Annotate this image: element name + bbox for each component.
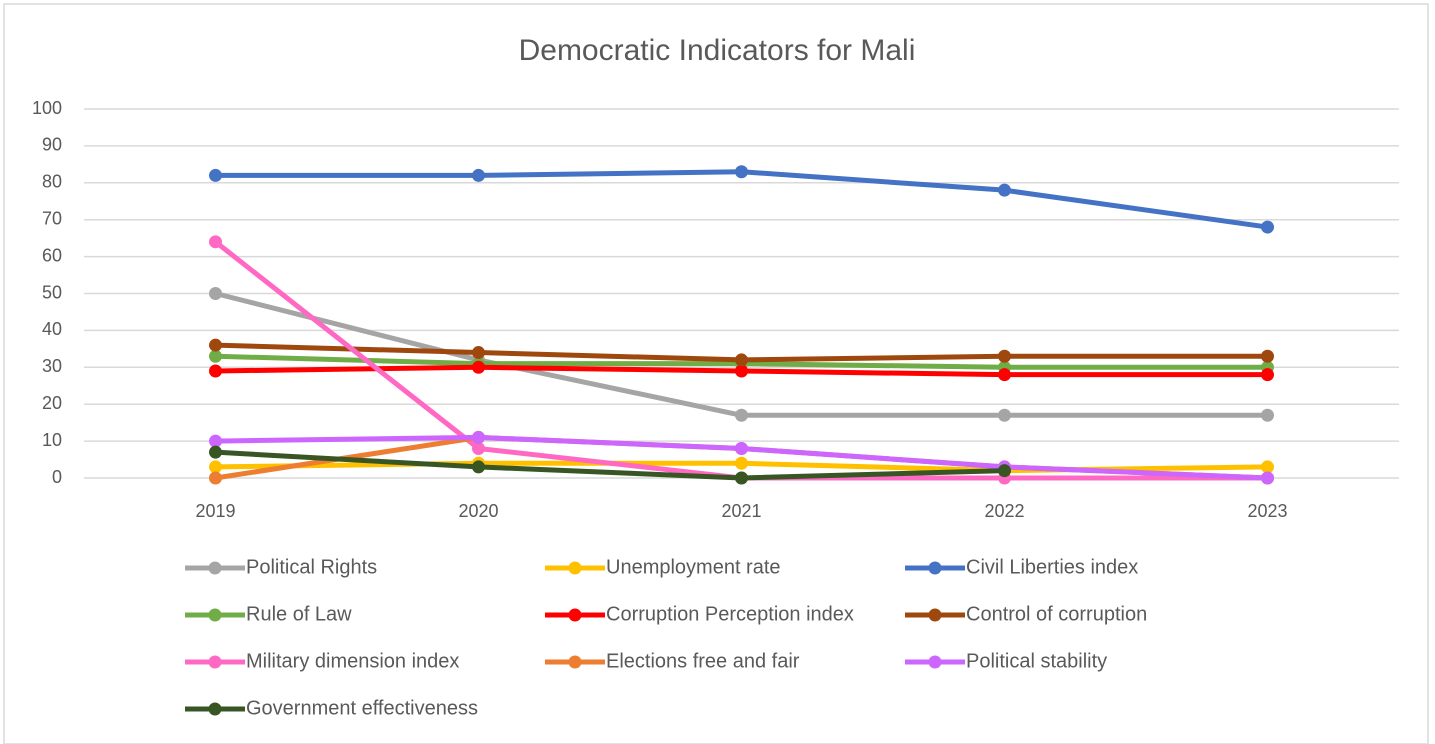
data-point [472,168,485,182]
legend-label: Political stability [966,650,1107,672]
data-point [735,364,748,378]
legend-label: Control of corruption [966,603,1147,625]
y-tick-label: 80 [42,172,62,192]
data-point [998,408,1011,422]
y-tick-label: 30 [42,356,62,376]
data-point [209,349,222,363]
data-point [998,349,1011,363]
legend-marker [568,608,582,622]
data-point [472,430,485,444]
data-point [735,441,748,455]
data-point [735,456,748,470]
x-tick-label: 2022 [984,501,1024,521]
data-point [472,441,485,455]
y-tick-label: 20 [42,393,62,413]
y-tick-label: 0 [52,467,62,487]
data-point [1261,220,1274,234]
legend-marker [568,655,582,669]
data-point [209,471,222,485]
data-point [209,460,222,474]
y-tick-label: 70 [42,208,62,228]
data-point [735,471,748,485]
data-point [1261,471,1274,485]
data-point [472,346,485,360]
chart-title: Democratic Indicators for Mali [519,34,916,67]
data-point [1261,408,1274,422]
data-point [998,368,1011,382]
x-tick-label: 2019 [195,501,235,521]
x-tick-label: 2020 [458,501,498,521]
data-point [209,287,222,300]
data-point [735,353,748,367]
x-tick-label: 2023 [1247,501,1287,521]
y-tick-label: 100 [32,98,62,118]
legend-marker [208,702,222,716]
legend-marker [208,655,222,669]
y-tick-label: 50 [42,282,62,302]
legend-label: Government effectiveness [246,697,478,719]
legend-label: Corruption Perception index [606,603,854,625]
legend-label: Military dimension index [246,650,459,672]
data-point [209,445,222,459]
data-point [998,464,1011,478]
y-tick-label: 90 [42,135,62,155]
legend-marker [208,561,222,575]
legend-label: Political Rights [246,556,377,578]
legend-label: Elections free and fair [606,650,800,672]
legend-label: Unemployment rate [606,556,781,578]
data-point [1261,368,1274,382]
data-point [735,165,748,179]
data-point [735,408,748,422]
series-line [215,449,1005,481]
data-point [209,235,222,249]
data-point [472,360,485,374]
data-point [209,168,222,182]
data-point [1261,349,1274,363]
legend-label: Rule of Law [246,603,352,625]
legend-marker [568,561,582,575]
data-point [209,364,222,378]
y-tick-label: 40 [42,319,62,339]
y-tick-label: 60 [42,245,62,265]
legend-label: Civil Liberties index [966,556,1138,578]
legend-marker [928,608,942,622]
x-tick-label: 2021 [721,501,761,521]
legend-marker [208,608,222,622]
data-point [209,434,222,448]
data-point [209,338,222,352]
legend-marker [928,655,942,669]
data-point [472,460,485,474]
data-point [1261,460,1274,474]
data-point [998,183,1011,197]
legend-marker [928,561,942,575]
y-tick-label: 10 [42,430,62,450]
